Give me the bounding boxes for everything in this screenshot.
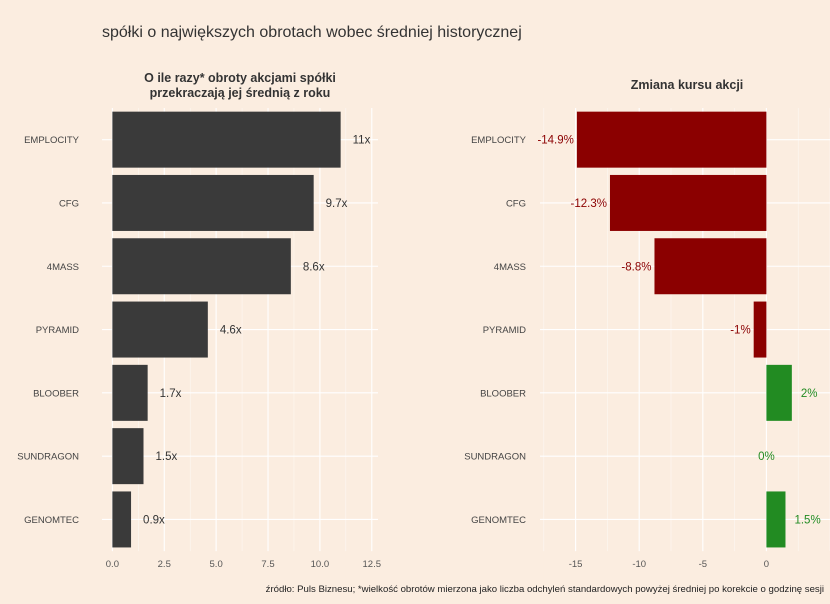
price-change-bar: [766, 491, 786, 548]
price-change-x-tick-label: -5: [699, 559, 707, 570]
turnover-bar: [112, 491, 132, 548]
turnover-panel-title: O ile razy* obroty akcjami spółki: [144, 71, 336, 85]
turnover-x-tick-label: 0.0: [106, 559, 119, 570]
turnover-bar: [112, 238, 291, 295]
turnover-x-tick-label: 2.5: [158, 559, 171, 570]
turnover-category-label: CFG: [59, 198, 79, 209]
turnover-category-label: PYRAMID: [36, 325, 79, 336]
turnover-value-label: 0.9x: [143, 514, 165, 526]
price-change-value-label: 1.5%: [794, 514, 820, 526]
price-change-value-label: 2%: [801, 388, 818, 400]
turnover-category-label: 4MASS: [47, 262, 79, 273]
price-change-x-tick-label: -15: [569, 559, 583, 570]
turnover-x-tick-label: 5.0: [210, 559, 223, 570]
turnover-category-label: GENOMTEC: [24, 515, 79, 526]
price-change-category-label: SUNDRAGON: [464, 452, 526, 463]
price-change-value-label: -14.9%: [537, 135, 573, 147]
turnover-panel: O ile razy* obroty akcjami spółkiprzekra…: [17, 71, 381, 570]
price-change-value-label: -8.8%: [621, 261, 651, 273]
turnover-value-label: 1.7x: [160, 388, 182, 400]
turnover-value-label: 11x: [353, 135, 371, 147]
price-change-category-label: BLOOBER: [480, 388, 526, 399]
turnover-bar: [112, 111, 341, 168]
price-change-bar: [576, 111, 767, 168]
page-title: spółki o największych obrotach wobec śre…: [102, 24, 522, 41]
price-change-panel: Zmiana kursu akcji EMPLOCITY -14.9% CFG -12.…: [464, 78, 830, 570]
price-change-value-label: 0%: [758, 451, 775, 463]
turnover-category-label: EMPLOCITY: [24, 135, 80, 146]
price-change-x-tick-label: -10: [632, 559, 646, 570]
price-change-bar: [766, 364, 792, 421]
turnover-value-label: 8.6x: [303, 261, 325, 273]
price-change-category-label: GENOMTEC: [471, 515, 526, 526]
price-change-value-label: -12.3%: [571, 198, 607, 210]
turnover-value-label: 4.6x: [220, 325, 242, 337]
price-change-category-label: EMPLOCITY: [471, 135, 527, 146]
turnover-category-label: BLOOBER: [33, 388, 79, 399]
source-caption: źródło: Puls Biznesu; *wielkość obrotów …: [265, 584, 824, 595]
turnover-bar: [112, 428, 144, 485]
price-change-panel-title: Zmiana kursu akcji: [631, 78, 744, 92]
turnover-category-label: SUNDRAGON: [17, 452, 79, 463]
price-change-category-label: CFG: [506, 198, 526, 209]
turnover-bar: [112, 364, 148, 421]
turnover-bar: [112, 174, 314, 231]
price-change-category-label: PYRAMID: [483, 325, 526, 336]
turnover-panel-title: przekraczają jej średnią z roku: [150, 86, 331, 100]
price-change-category-label: 4MASS: [494, 262, 526, 273]
turnover-value-label: 9.7x: [326, 198, 348, 210]
price-change-x-tick-label: 0: [764, 559, 769, 570]
turnover-x-tick-label: 10.0: [311, 559, 330, 570]
price-change-bar: [654, 238, 767, 295]
price-change-value-label: -1%: [730, 325, 750, 337]
price-change-bar: [753, 301, 767, 358]
turnover-x-tick-label: 7.5: [261, 559, 274, 570]
price-change-bar: [609, 174, 767, 231]
turnover-x-tick-label: 12.5: [363, 559, 382, 570]
turnover-bar: [112, 301, 208, 358]
turnover-value-label: 1.5x: [156, 451, 178, 463]
